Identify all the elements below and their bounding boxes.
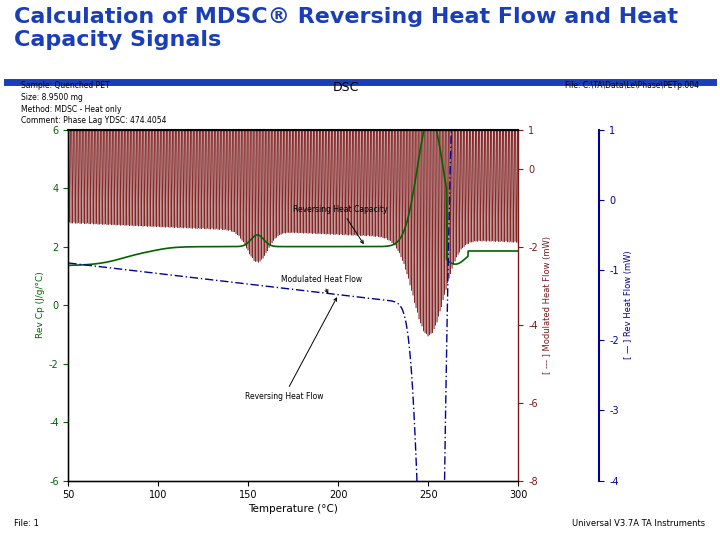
Text: Modulated Heat Flow: Modulated Heat Flow	[281, 275, 362, 293]
Y-axis label: Rev Cp (J/g/°C): Rev Cp (J/g/°C)	[36, 272, 45, 339]
Text: Universal V3.7A TA Instruments: Universal V3.7A TA Instruments	[572, 519, 706, 528]
Text: File: C:\TA\Data\Le\Phase\PETp.004: File: C:\TA\Data\Le\Phase\PETp.004	[564, 81, 698, 90]
Y-axis label: [ — ] Rev Heat Flow (mW): [ — ] Rev Heat Flow (mW)	[624, 251, 634, 360]
Text: Reversing Heat Flow: Reversing Heat Flow	[245, 298, 336, 401]
Y-axis label: [ --- ] Modulated Heat Flow (mW): [ --- ] Modulated Heat Flow (mW)	[544, 236, 552, 374]
Text: Reversing Heat Capacity: Reversing Heat Capacity	[294, 205, 388, 244]
Text: Sample: Quenched PET
Size: 8.9500 mg
Method: MDSC - Heat only
Comment: Phase Lag: Sample: Quenched PET Size: 8.9500 mg Met…	[22, 81, 167, 125]
Text: Calculation of MDSC® Reversing Heat Flow and Heat
Capacity Signals: Calculation of MDSC® Reversing Heat Flow…	[14, 7, 678, 50]
Text: DSC: DSC	[333, 81, 359, 94]
X-axis label: Temperature (°C): Temperature (°C)	[248, 504, 338, 515]
Text: File: 1: File: 1	[14, 519, 40, 528]
